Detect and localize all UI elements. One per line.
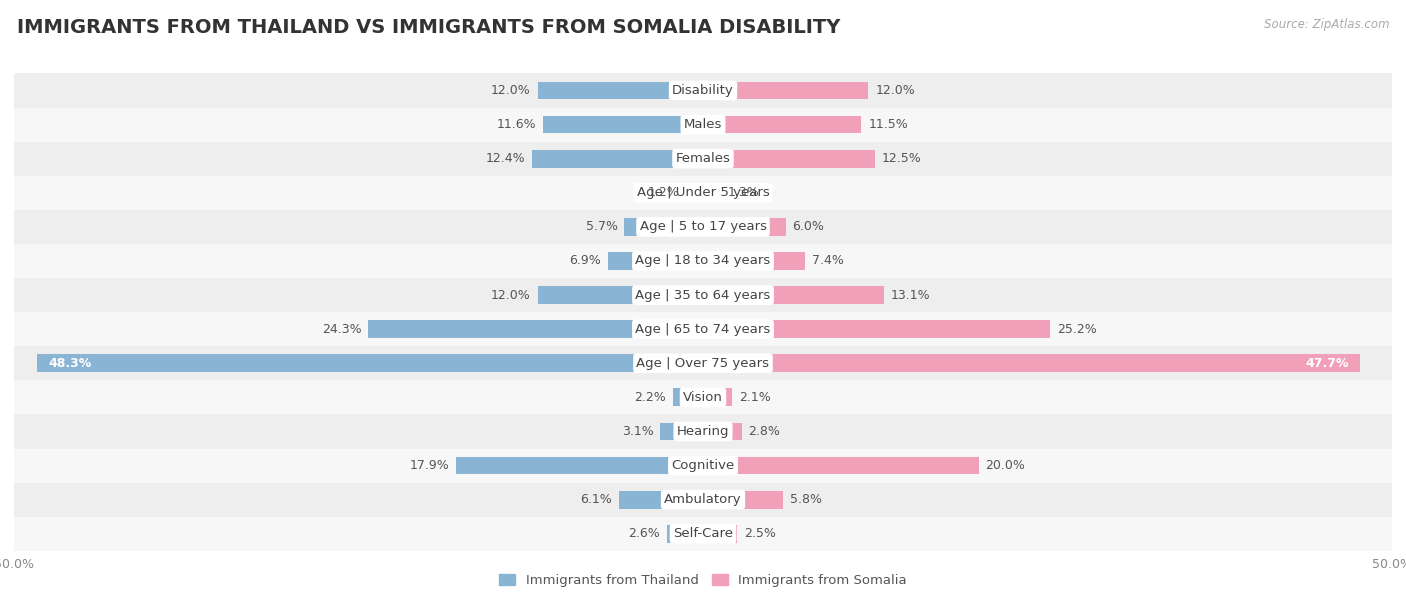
Text: 20.0%: 20.0% [986,459,1025,472]
Text: 1.2%: 1.2% [648,186,679,200]
Text: Age | Over 75 years: Age | Over 75 years [637,357,769,370]
Text: 6.1%: 6.1% [581,493,612,506]
Text: 24.3%: 24.3% [322,323,361,335]
Bar [624,218,703,236]
Text: Vision: Vision [683,391,723,404]
Bar [457,457,703,474]
Bar [661,423,703,440]
Text: Females: Females [675,152,731,165]
Text: Cognitive: Cognitive [672,459,734,472]
Text: 2.2%: 2.2% [634,391,666,404]
Text: 11.5%: 11.5% [869,118,908,131]
Bar [607,252,703,270]
Text: 3.1%: 3.1% [621,425,654,438]
FancyBboxPatch shape [14,176,1392,210]
Text: 5.8%: 5.8% [790,493,821,506]
FancyBboxPatch shape [14,73,1392,108]
Text: 6.9%: 6.9% [569,255,600,267]
Text: 6.0%: 6.0% [793,220,824,233]
Text: Age | Under 5 years: Age | Under 5 years [637,186,769,200]
Text: 25.2%: 25.2% [1057,323,1097,335]
FancyBboxPatch shape [14,141,1392,176]
Text: 5.7%: 5.7% [585,220,617,233]
Bar [368,320,703,338]
Bar [703,320,1050,338]
Bar [703,184,721,201]
FancyBboxPatch shape [14,346,1392,380]
FancyBboxPatch shape [14,312,1392,346]
Text: 12.0%: 12.0% [875,84,915,97]
Text: 47.7%: 47.7% [1306,357,1350,370]
Text: 2.8%: 2.8% [748,425,780,438]
Bar [703,491,783,509]
Bar [38,354,703,372]
Text: 12.0%: 12.0% [491,84,531,97]
Bar [703,218,786,236]
Bar [668,525,703,543]
Bar [619,491,703,509]
FancyBboxPatch shape [14,278,1392,312]
Bar [703,389,733,406]
Text: Age | 18 to 34 years: Age | 18 to 34 years [636,255,770,267]
Bar [672,389,703,406]
FancyBboxPatch shape [14,380,1392,414]
FancyBboxPatch shape [14,210,1392,244]
Bar [703,150,875,168]
Text: 2.6%: 2.6% [628,528,661,540]
Text: Disability: Disability [672,84,734,97]
Text: 12.5%: 12.5% [882,152,922,165]
FancyBboxPatch shape [14,414,1392,449]
FancyBboxPatch shape [14,517,1392,551]
Bar [703,423,741,440]
Text: 7.4%: 7.4% [811,255,844,267]
Text: 2.1%: 2.1% [738,391,770,404]
Bar [686,184,703,201]
FancyBboxPatch shape [14,108,1392,141]
Bar [703,81,869,99]
Text: 2.5%: 2.5% [744,528,776,540]
Bar [703,457,979,474]
Text: 11.6%: 11.6% [496,118,536,131]
Bar [537,81,703,99]
Legend: Immigrants from Thailand, Immigrants from Somalia: Immigrants from Thailand, Immigrants fro… [494,569,912,592]
Bar [703,252,806,270]
Bar [703,354,1360,372]
Text: 17.9%: 17.9% [409,459,450,472]
FancyBboxPatch shape [14,483,1392,517]
Bar [703,525,738,543]
Bar [703,116,862,133]
FancyBboxPatch shape [14,449,1392,483]
Text: IMMIGRANTS FROM THAILAND VS IMMIGRANTS FROM SOMALIA DISABILITY: IMMIGRANTS FROM THAILAND VS IMMIGRANTS F… [17,18,841,37]
Text: Age | 5 to 17 years: Age | 5 to 17 years [640,220,766,233]
Text: 12.0%: 12.0% [491,289,531,302]
Text: Males: Males [683,118,723,131]
Bar [537,286,703,304]
Text: Self-Care: Self-Care [673,528,733,540]
Text: Hearing: Hearing [676,425,730,438]
Text: Age | 35 to 64 years: Age | 35 to 64 years [636,289,770,302]
Bar [543,116,703,133]
Text: Source: ZipAtlas.com: Source: ZipAtlas.com [1264,18,1389,31]
Bar [531,150,703,168]
Text: Age | 65 to 74 years: Age | 65 to 74 years [636,323,770,335]
Text: 12.4%: 12.4% [485,152,526,165]
Bar [703,286,883,304]
FancyBboxPatch shape [14,244,1392,278]
Text: Ambulatory: Ambulatory [664,493,742,506]
Text: 13.1%: 13.1% [890,289,929,302]
Text: 1.3%: 1.3% [728,186,759,200]
Text: 48.3%: 48.3% [48,357,91,370]
